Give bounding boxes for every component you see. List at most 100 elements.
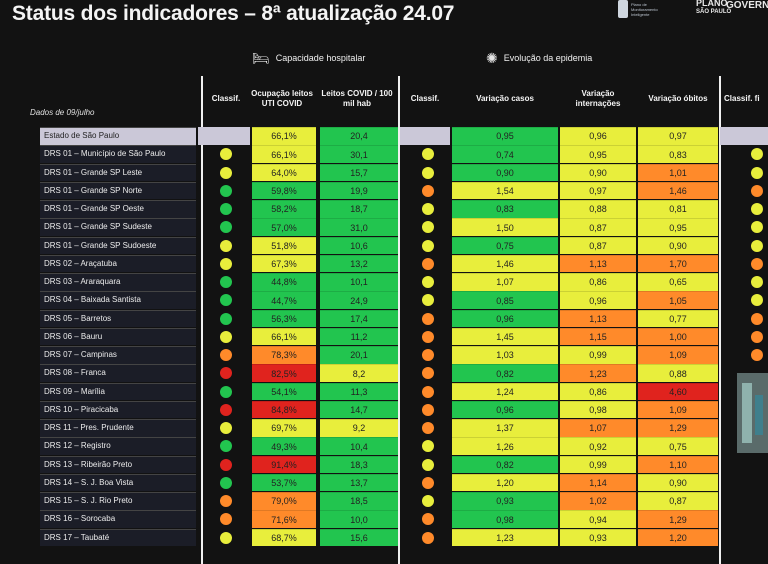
var-obitos-cell: 1,46 xyxy=(638,181,718,200)
logo-subtitle: Plano de Monitoramento Inteligente xyxy=(631,2,658,17)
status-dot-yellow xyxy=(220,531,232,544)
table-row: DRS 01 – Município de São Paulo 66,1% 30,1… xyxy=(40,145,768,163)
ocupacao-cell: 66,1% xyxy=(252,127,316,145)
classif-cell xyxy=(720,510,768,528)
var-obitos-cell: 0,83 xyxy=(638,145,718,163)
data-date-label: Dados de 09/julho xyxy=(30,108,95,117)
var-obitos-cell: 1,20 xyxy=(638,528,718,547)
table-row: DRS 14 – S. J. Boa Vista 53,7% 13,7 1,20 1,1… xyxy=(40,473,768,492)
region-name: DRS 05 – Barretos xyxy=(40,309,196,328)
var-casos-cell: 0,95 xyxy=(452,127,558,145)
classif-cell xyxy=(720,529,768,547)
var-intern-cell: 0,88 xyxy=(560,200,636,218)
ocupacao-cell: 78,3% xyxy=(252,346,316,364)
status-dot-yellow xyxy=(751,276,763,288)
leitos-cell: 18,5 xyxy=(320,492,398,510)
leitos-cell: 15,7 xyxy=(320,163,398,182)
status-dot-yellow xyxy=(220,148,232,161)
var-casos-cell: 1,26 xyxy=(452,437,558,455)
var-intern-cell: 1,02 xyxy=(560,492,636,510)
inset-video-image xyxy=(737,373,768,453)
var-casos-cell: 1,07 xyxy=(452,273,558,291)
ocupacao-cell: 58,2% xyxy=(252,200,316,218)
classif-cell xyxy=(720,127,768,145)
table-row: DRS 01 – Grande SP Oeste 58,2% 18,7 0,83 0,8… xyxy=(40,200,768,218)
status-dot-green xyxy=(220,221,232,234)
table-row: DRS 01 – Grande SP Norte 59,8% 19,9 1,54 0,9… xyxy=(40,181,768,200)
table-row: DRS 17 – Taubaté 68,7% 15,6 1,23 0,93 1,20 xyxy=(40,528,768,547)
region-name: DRS 15 – S. J. Rio Preto xyxy=(40,492,196,510)
table-row: DRS 10 – Piracicaba 84,8% 14,7 0,96 0,98 1,09 xyxy=(40,400,768,419)
leitos-cell: 18,3 xyxy=(320,455,398,474)
classif-cell xyxy=(720,456,768,474)
status-dot-yellow xyxy=(422,221,434,234)
var-obitos-cell: 1,29 xyxy=(638,510,718,528)
table-row: DRS 13 – Ribeirão Preto 91,4% 18,3 0,82 0,99… xyxy=(40,455,768,474)
ocupacao-cell: 53,7% xyxy=(252,473,316,492)
status-dot-red xyxy=(220,367,232,380)
status-dot-yellow xyxy=(422,203,434,215)
var-obitos-cell: 0,97 xyxy=(638,127,718,145)
status-dot-orange xyxy=(422,257,434,270)
status-dot-yellow xyxy=(422,458,434,471)
region-name: DRS 01 – Grande SP Oeste xyxy=(40,200,196,218)
region-name: DRS 11 – Pres. Prudente xyxy=(40,419,196,437)
status-dot-green xyxy=(220,476,232,489)
var-casos-cell: 1,46 xyxy=(452,254,558,273)
status-dot-orange xyxy=(422,312,434,325)
var-casos-cell: 1,54 xyxy=(452,181,558,200)
ocupacao-cell: 64,0% xyxy=(252,163,316,182)
var-casos-cell: 0,98 xyxy=(452,510,558,528)
region-name: DRS 14 – S. J. Boa Vista xyxy=(40,473,196,492)
var-obitos-cell: 0,75 xyxy=(638,437,718,455)
var-obitos-cell: 1,05 xyxy=(638,291,718,309)
table-row: DRS 01 – Grande SP Sudoeste 51,8% 10,6 0,75… xyxy=(40,236,768,255)
table-row: DRS 12 – Registro 49,3% 10,4 1,26 0,92 0,75 xyxy=(40,437,768,455)
var-obitos-cell: 1,01 xyxy=(638,163,718,182)
leitos-cell: 11,2 xyxy=(320,327,398,346)
leitos-cell: 31,0 xyxy=(320,218,398,236)
status-dot-orange xyxy=(422,330,434,343)
ocupacao-cell: 66,1% xyxy=(252,327,316,346)
ocupacao-cell: 49,3% xyxy=(252,437,316,455)
page-title: Status dos indicadores – 8ª atualização … xyxy=(12,2,455,25)
var-intern-cell: 0,94 xyxy=(560,510,636,528)
var-obitos-cell: 0,87 xyxy=(638,492,718,510)
var-intern-cell: 0,87 xyxy=(560,236,636,255)
var-casos-cell: 0,74 xyxy=(452,145,558,163)
var-casos-cell: 0,82 xyxy=(452,364,558,382)
var-intern-cell: 0,95 xyxy=(560,145,636,163)
logo-mark-icon xyxy=(618,0,628,18)
region-name: DRS 08 – Franca xyxy=(40,364,196,382)
header-classif-3: Classif. fi xyxy=(724,94,760,103)
table-row: DRS 15 – S. J. Rio Preto 79,0% 18,5 0,93 1,0… xyxy=(40,492,768,510)
ocupacao-cell: 44,7% xyxy=(252,291,316,309)
var-intern-cell: 0,98 xyxy=(560,400,636,419)
status-dot-yellow xyxy=(751,221,763,234)
var-casos-cell: 1,03 xyxy=(452,346,558,364)
logo-governo: GOVERNO xyxy=(726,0,768,11)
leitos-cell: 10,1 xyxy=(320,273,398,291)
status-dot-yellow xyxy=(422,239,434,252)
status-dot-yellow xyxy=(422,276,434,288)
status-dot-yellow xyxy=(220,422,232,434)
var-intern-cell: 1,13 xyxy=(560,309,636,328)
status-dot-orange xyxy=(220,513,232,526)
status-dot-orange xyxy=(422,367,434,380)
var-intern-cell: 0,92 xyxy=(560,437,636,455)
status-dot-yellow xyxy=(422,495,434,507)
ocupacao-cell: 79,0% xyxy=(252,492,316,510)
table-row: DRS 03 – Araraquara 44,8% 10,1 1,07 0,86 0,65 xyxy=(40,273,768,291)
region-name: DRS 09 – Marília xyxy=(40,382,196,401)
status-dot-orange xyxy=(751,330,763,343)
status-dot-yellow xyxy=(751,166,763,179)
classif-cell xyxy=(400,127,450,145)
var-obitos-cell: 1,10 xyxy=(638,455,718,474)
var-casos-cell: 0,90 xyxy=(452,163,558,182)
ocupacao-cell: 59,8% xyxy=(252,181,316,200)
ocupacao-cell: 57,0% xyxy=(252,218,316,236)
hospital-bed-icon: 🛏 xyxy=(252,49,270,66)
divider xyxy=(201,76,203,564)
status-dot-green xyxy=(220,203,232,215)
region-name: DRS 06 – Bauru xyxy=(40,327,196,346)
